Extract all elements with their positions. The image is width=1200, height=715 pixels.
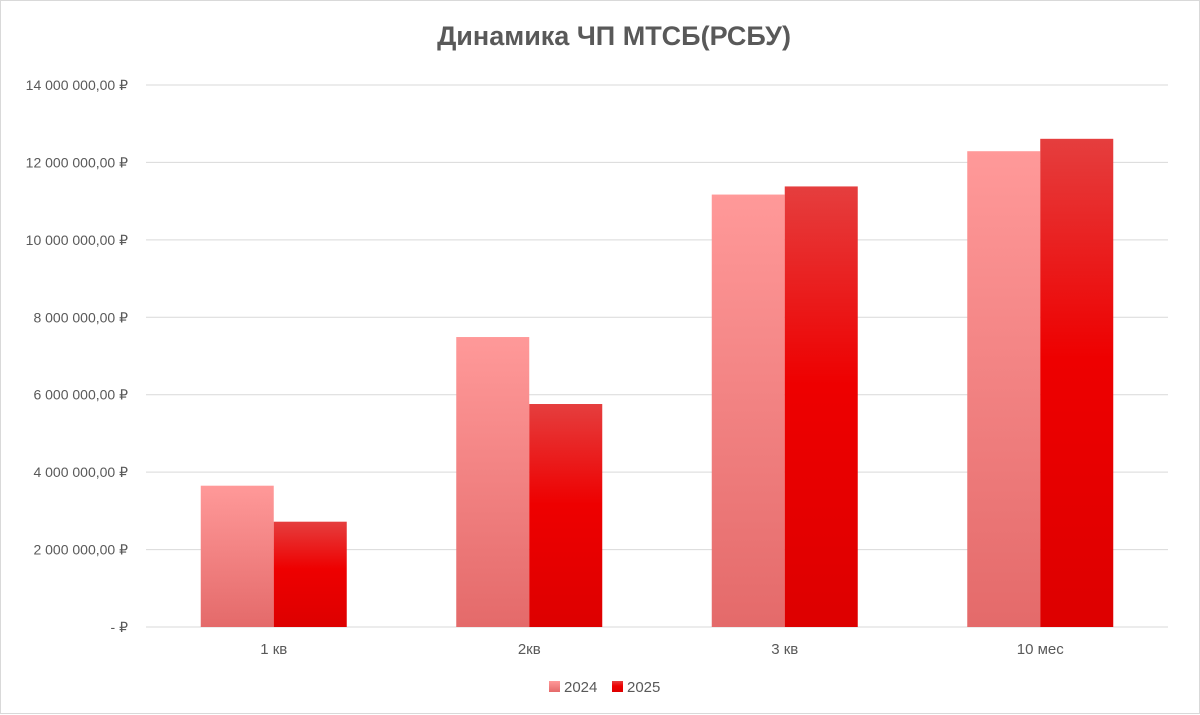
bar-2024-0	[200, 485, 274, 627]
bar-2025-2	[784, 186, 858, 627]
x-category-label: 1 кв	[260, 641, 287, 658]
y-tick-label: 2 000 000,00 ₽	[33, 542, 128, 558]
legend-swatch-2024	[549, 681, 560, 692]
y-tick-label: 12 000 000,00 ₽	[26, 154, 128, 170]
bar-2024-3	[967, 151, 1041, 628]
x-axis-category-labels: 1 кв 2кв 3 кв 10 мес	[260, 641, 1064, 658]
bar-2025-1	[529, 404, 603, 627]
legend: 2024 2025	[549, 679, 660, 696]
bar-2024-2	[711, 194, 785, 627]
legend-label-2024: 2024	[564, 679, 597, 696]
bar-2025-3	[1040, 138, 1114, 627]
y-tick-label: 8 000 000,00 ₽	[33, 309, 128, 325]
bar-2024-1	[456, 337, 530, 627]
legend-label-2025: 2025	[627, 679, 660, 696]
x-category-label: 10 мес	[1017, 641, 1065, 658]
y-tick-label: - ₽	[111, 619, 129, 635]
bars	[200, 138, 1114, 628]
x-category-label: 2кв	[518, 641, 541, 658]
y-tick-label: 4 000 000,00 ₽	[33, 464, 128, 480]
bar-2025-0	[273, 521, 347, 627]
x-category-label: 3 кв	[771, 641, 798, 658]
y-tick-label: 6 000 000,00 ₽	[33, 387, 128, 403]
y-tick-label: 10 000 000,00 ₽	[26, 232, 128, 248]
legend-swatch-2025	[612, 681, 623, 692]
chart-title: Динамика ЧП МТСБ(РСБУ)	[437, 21, 791, 51]
y-tick-label: 14 000 000,00 ₽	[26, 77, 128, 93]
y-axis-tick-labels: - ₽ 2 000 000,00 ₽ 4 000 000,00 ₽ 6 000 000…	[26, 77, 128, 635]
